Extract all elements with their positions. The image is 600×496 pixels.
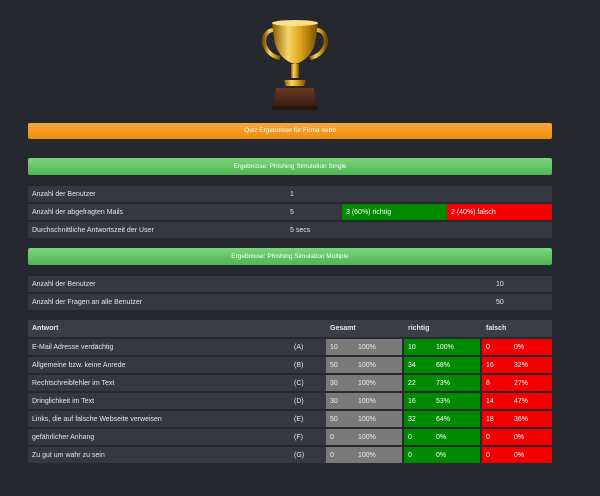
table-row: Allgemeine bzw. keine Anrede (B) 50 100% 34 6… xyxy=(28,357,552,373)
answer-key: (G) xyxy=(290,447,326,463)
answer-label: Rechtschreibfehler im Text xyxy=(28,375,290,391)
col-answer: Antwort xyxy=(28,320,326,337)
answer-label: Allgemeine bzw. keine Anrede xyxy=(28,357,290,373)
trophy-icon xyxy=(258,18,332,112)
total-count: 50 xyxy=(326,357,354,373)
total-percent: 100% xyxy=(354,429,402,445)
total-percent: 100% xyxy=(354,375,402,391)
quiz-results-header: Quiz Ergebnisse für Firma oebb xyxy=(28,123,552,139)
row-value: 50 xyxy=(492,294,552,310)
table-row: Links, die auf falsche Webseite verweise… xyxy=(28,411,552,427)
row-label: Anzahl der Benutzer xyxy=(28,186,286,202)
answer-label: gefährlicher Anhang xyxy=(28,429,290,445)
single-simulation-header: Ergebnisse: Phishing Simulation Single xyxy=(28,158,552,175)
right-count: 0 xyxy=(404,429,432,445)
answers-table: Antwort Gesamt richtig falsch E-Mail Adr… xyxy=(28,318,552,465)
total-percent: 100% xyxy=(354,339,402,355)
total-percent: 100% xyxy=(354,411,402,427)
table-row: Zu gut um wahr zu sein (G) 0 100% 0 0% 0 0% xyxy=(28,447,552,463)
table-row: Anzahl der abgefragten Mails 5 3 (60%) r… xyxy=(28,204,552,220)
table-header-row: Antwort Gesamt richtig falsch xyxy=(28,320,552,337)
wrong-count: 2 (40%) falsch xyxy=(447,204,552,220)
wrong-percent: 27% xyxy=(510,375,552,391)
total-count: 0 xyxy=(326,429,354,445)
right-percent: 73% xyxy=(432,375,480,391)
right-percent: 0% xyxy=(432,447,480,463)
table-row: Rechtschreibfehler im Text (C) 30 100% 22 73%… xyxy=(28,375,552,391)
total-percent: 100% xyxy=(354,447,402,463)
answer-key: (A) xyxy=(290,339,326,355)
answer-label: Links, die auf falsche Webseite verweise… xyxy=(28,411,290,427)
right-count: 22 xyxy=(404,375,432,391)
row-value: 5 xyxy=(286,204,342,220)
row-label: Anzahl der Benutzer xyxy=(28,276,492,292)
total-count: 30 xyxy=(326,375,354,391)
table-row: E-Mail Adresse verdächtig (A) 10 100% 10 100%… xyxy=(28,339,552,355)
right-percent: 68% xyxy=(432,357,480,373)
right-count: 10 xyxy=(404,339,432,355)
total-count: 50 xyxy=(326,411,354,427)
total-percent: 100% xyxy=(354,393,402,409)
multiple-results-table: Anzahl der Benutzer 10 Anzahl der Fragen… xyxy=(28,274,552,312)
multiple-simulation-header: Ergebnisse: Phishing Simulation Multiple xyxy=(28,248,552,265)
answer-label: Zu gut um wahr zu sein xyxy=(28,447,290,463)
right-percent: 100% xyxy=(432,339,480,355)
wrong-percent: 0% xyxy=(510,339,552,355)
right-count: 0 xyxy=(404,447,432,463)
wrong-count: 16 xyxy=(482,357,510,373)
right-percent: 64% xyxy=(432,411,480,427)
right-count: 16 xyxy=(404,393,432,409)
right-count: 34 xyxy=(404,357,432,373)
wrong-percent: 0% xyxy=(510,429,552,445)
table-row: Dringlichkeit im Text (D) 30 100% 16 53% 14 47% xyxy=(28,393,552,409)
answer-label: Dringlichkeit im Text xyxy=(28,393,290,409)
col-wrong: falsch xyxy=(482,320,552,337)
wrong-count: 0 xyxy=(482,429,510,445)
wrong-percent: 32% xyxy=(510,357,552,373)
table-row: gefährlicher Anhang (F) 0 100% 0 0% 0 0% xyxy=(28,429,552,445)
wrong-count: 0 xyxy=(482,447,510,463)
correct-count: 3 (60%) richtig xyxy=(342,204,447,220)
wrong-percent: 36% xyxy=(510,411,552,427)
right-count: 32 xyxy=(404,411,432,427)
table-row: Anzahl der Benutzer 10 xyxy=(28,276,552,292)
table-row: Anzahl der Fragen an alle Benutzer 50 xyxy=(28,294,552,310)
wrong-count: 14 xyxy=(482,393,510,409)
answer-key: (C) xyxy=(290,375,326,391)
wrong-percent: 0% xyxy=(510,447,552,463)
single-results-table: Anzahl der Benutzer 1 Anzahl der abgefra… xyxy=(28,184,552,240)
col-total: Gesamt xyxy=(326,320,404,337)
row-label: Anzahl der Fragen an alle Benutzer xyxy=(28,294,492,310)
table-row: Durchschnittliche Antwortszeit der User … xyxy=(28,222,552,238)
table-row: Anzahl der Benutzer 1 xyxy=(28,186,552,202)
wrong-count: 18 xyxy=(482,411,510,427)
col-right: richtig xyxy=(404,320,482,337)
wrong-count: 0 xyxy=(482,339,510,355)
row-value: 5 secs xyxy=(286,222,342,238)
answer-label: E-Mail Adresse verdächtig xyxy=(28,339,290,355)
wrong-percent: 47% xyxy=(510,393,552,409)
total-count: 10 xyxy=(326,339,354,355)
total-percent: 100% xyxy=(354,357,402,373)
answer-key: (F) xyxy=(290,429,326,445)
wrong-count: 8 xyxy=(482,375,510,391)
answer-key: (B) xyxy=(290,357,326,373)
row-label: Anzahl der abgefragten Mails xyxy=(28,204,286,220)
row-label: Durchschnittliche Antwortszeit der User xyxy=(28,222,286,238)
right-percent: 53% xyxy=(432,393,480,409)
row-value: 10 xyxy=(492,276,552,292)
total-count: 30 xyxy=(326,393,354,409)
row-value: 1 xyxy=(286,186,342,202)
answer-key: (D) xyxy=(290,393,326,409)
right-percent: 0% xyxy=(432,429,480,445)
answer-key: (E) xyxy=(290,411,326,427)
total-count: 0 xyxy=(326,447,354,463)
